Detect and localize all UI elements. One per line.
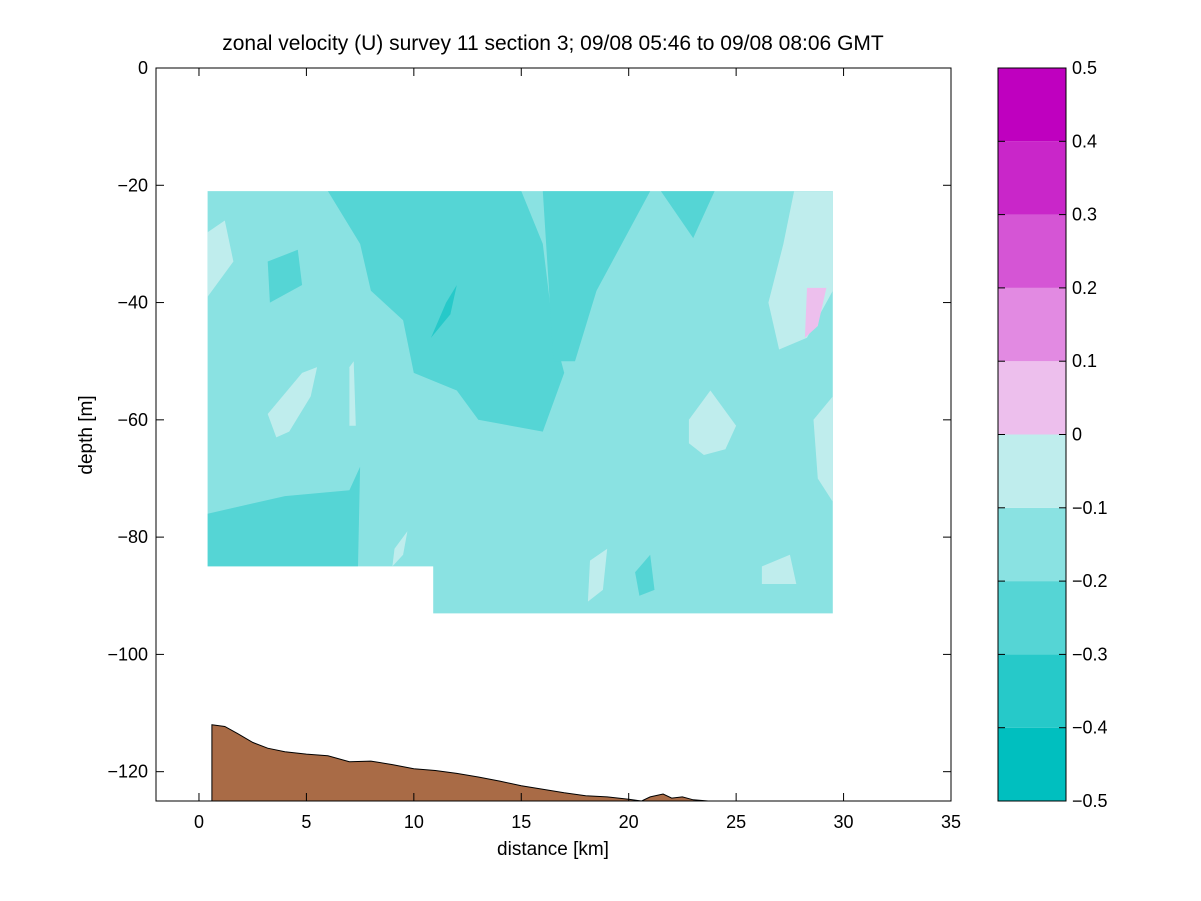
colorbar-level xyxy=(998,68,1066,142)
contour-patch xyxy=(587,548,608,602)
colorbar-level xyxy=(998,141,1066,215)
colorbar-tick-label: 0.3 xyxy=(1072,205,1097,225)
x-tick-label: 10 xyxy=(404,812,424,832)
x-axis: 0 5 10 15 20 25 30 35 xyxy=(194,68,961,832)
contour-patch xyxy=(542,191,651,362)
contour-patch xyxy=(804,287,827,338)
colorbar-level xyxy=(998,507,1066,582)
colorbar-tick-label: −0.5 xyxy=(1072,791,1108,811)
y-tick-label: −80 xyxy=(117,527,148,547)
x-tick-label: 35 xyxy=(941,812,961,832)
colorbar-level xyxy=(998,434,1066,508)
contour-patch xyxy=(635,554,655,596)
contour-patch xyxy=(207,220,234,297)
contour-patch xyxy=(688,390,737,455)
colorbar-level xyxy=(998,654,1066,728)
y-tick-label: −100 xyxy=(107,644,148,664)
colorbar-tick-label: 0.2 xyxy=(1072,278,1097,298)
contour-patch xyxy=(349,361,356,426)
y-tick-label: −40 xyxy=(117,293,148,313)
colorbar-tick-label: 0.1 xyxy=(1072,351,1097,371)
colorbar-level xyxy=(998,727,1066,801)
contour-patch xyxy=(267,367,318,438)
bathymetry xyxy=(211,724,709,802)
axes-frame xyxy=(155,67,952,802)
colorbar-tick-label: −0.1 xyxy=(1072,498,1108,518)
colorbar-tick-label: 0.5 xyxy=(1072,58,1097,78)
x-tick-label: 25 xyxy=(726,812,746,832)
colorbar-level xyxy=(998,287,1066,362)
colorbar-tick-label: 0 xyxy=(1072,425,1082,445)
contour-patch xyxy=(267,249,303,303)
x-tick-label: 0 xyxy=(194,812,204,832)
colorbar-tick-label: −0.3 xyxy=(1072,644,1108,664)
y-axis: 0 −20 −40 −60 −80 −100 −120 xyxy=(107,58,951,782)
contour-patch xyxy=(813,396,833,502)
y-tick-label: −60 xyxy=(117,410,148,430)
contour-patch xyxy=(660,191,715,239)
x-tick-label: 15 xyxy=(511,812,531,832)
contour-patch xyxy=(761,554,797,584)
colorbar-level xyxy=(998,214,1066,288)
colorbar-tick-label: −0.4 xyxy=(1072,718,1108,738)
contour-patch xyxy=(392,531,408,567)
y-axis-label: depth [m] xyxy=(76,395,97,474)
colorbar: −0.5 −0.4 −0.3 −0.2 −0.1 0 0.1 0.2 0.3 0.4 0.5 xyxy=(997,58,1108,811)
x-axis-label: distance [km] xyxy=(497,839,609,860)
y-tick-label: −120 xyxy=(107,762,148,782)
y-tick-label: 0 xyxy=(138,58,148,78)
y-tick-label: −20 xyxy=(117,175,148,195)
plot-area xyxy=(155,67,952,802)
colorbar-tick-label: −0.2 xyxy=(1072,571,1108,591)
contour-patches xyxy=(207,191,833,602)
contour-patch xyxy=(431,285,457,338)
colorbar-tick-label: 0.4 xyxy=(1072,131,1097,151)
colorbar-level xyxy=(998,581,1066,655)
contour-patch xyxy=(207,466,361,567)
colorbar-level xyxy=(998,361,1066,435)
x-tick-label: 20 xyxy=(619,812,639,832)
x-tick-label: 30 xyxy=(834,812,854,832)
x-tick-label: 5 xyxy=(301,812,311,832)
chart-title: zonal velocity (U) survey 11 section 3; … xyxy=(222,32,884,55)
